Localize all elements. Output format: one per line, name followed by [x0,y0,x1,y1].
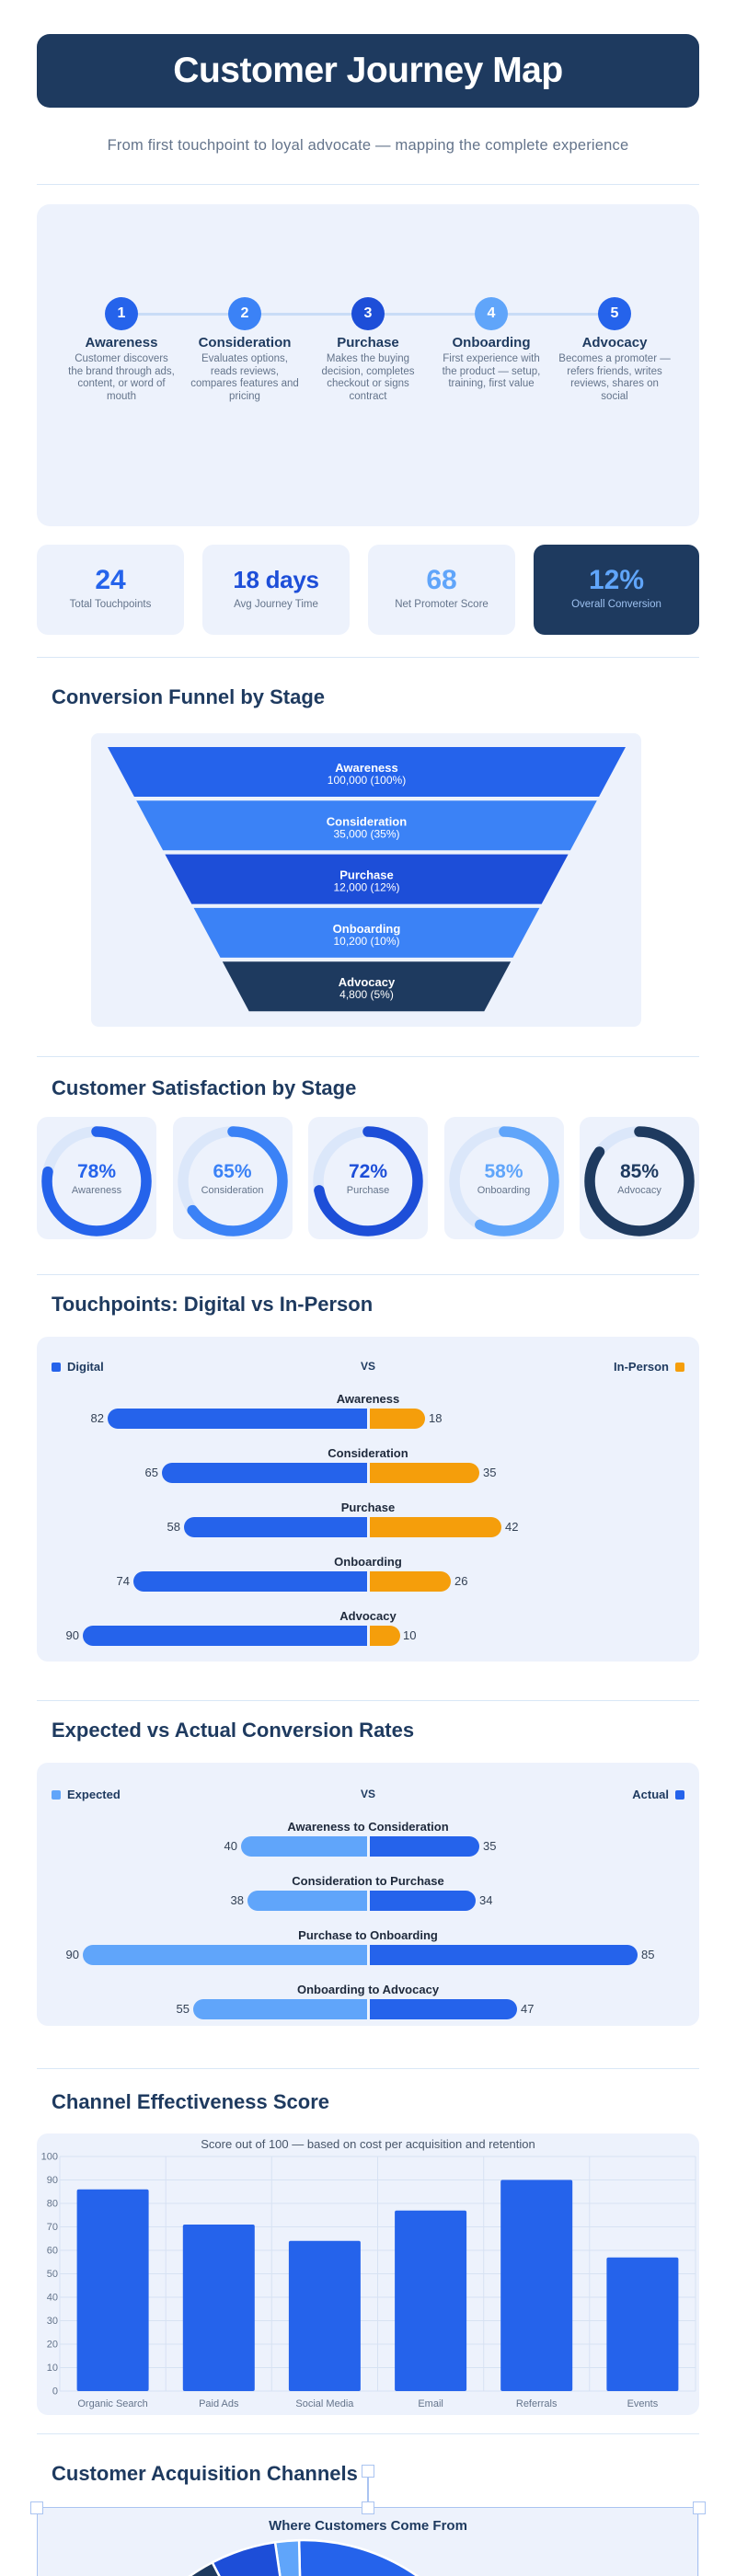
svg-text:Consideration: Consideration [327,814,407,828]
svg-text:70: 70 [47,2222,58,2233]
svg-text:Advocacy: Advocacy [339,975,396,989]
svg-text:Referrals: Referrals [516,2398,558,2409]
svg-text:Awareness: Awareness [335,761,397,775]
svg-text:30: 30 [47,2316,58,2327]
svg-text:20: 20 [47,2340,58,2351]
svg-text:90: 90 [47,2175,58,2186]
svg-text:100: 100 [41,2152,58,2163]
svg-text:Email: Email [418,2398,443,2409]
svg-text:Purchase: Purchase [339,868,394,882]
svg-text:40: 40 [47,2293,58,2304]
svg-text:12,000 (12%): 12,000 (12%) [333,881,399,894]
svg-text:60: 60 [47,2246,58,2257]
svg-text:10,200 (10%): 10,200 (10%) [333,935,399,948]
svg-text:10: 10 [47,2363,58,2374]
svg-text:Events: Events [627,2398,659,2409]
svg-text:Social Media: Social Media [295,2398,354,2409]
svg-text:4,800 (5%): 4,800 (5%) [339,988,394,1001]
svg-text:Onboarding: Onboarding [333,922,401,936]
svg-text:Organic Search: Organic Search [77,2398,147,2409]
svg-text:35,000 (35%): 35,000 (35%) [333,827,399,840]
svg-text:50: 50 [47,2269,58,2280]
svg-text:Paid Ads: Paid Ads [199,2398,239,2409]
svg-text:100,000 (100%): 100,000 (100%) [328,774,406,787]
svg-text:0: 0 [52,2386,58,2398]
svg-text:80: 80 [47,2199,58,2210]
